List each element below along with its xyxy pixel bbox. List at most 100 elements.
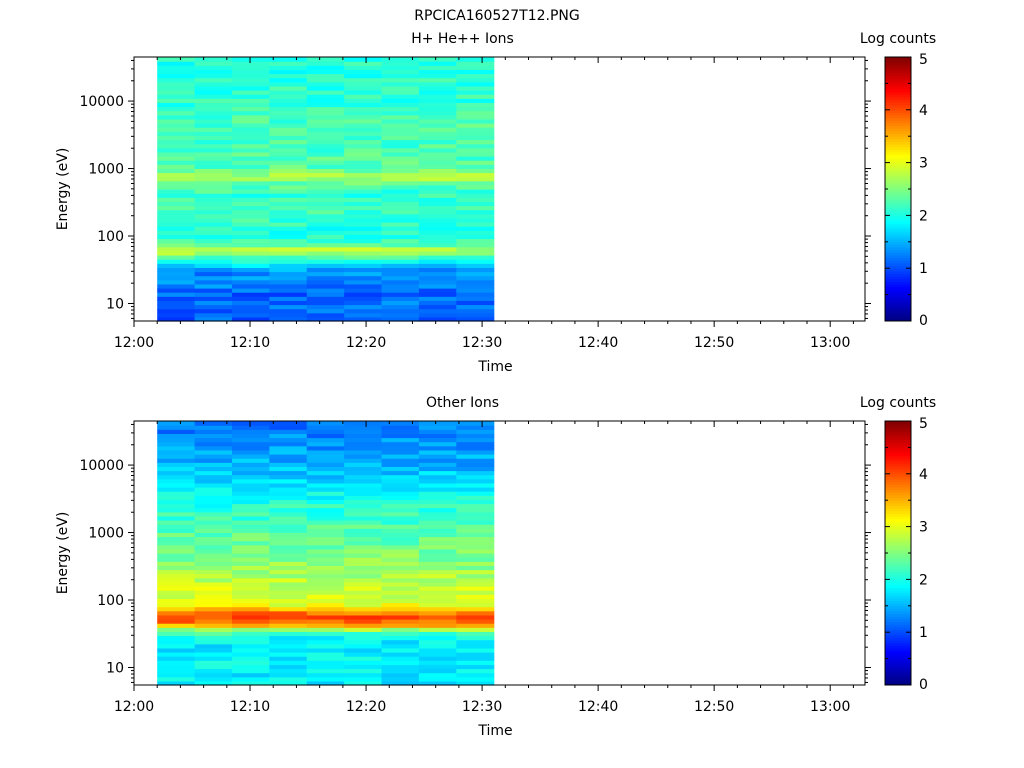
spectrogram-cell: [344, 540, 383, 546]
spectrogram-cell: [194, 623, 233, 628]
spectrogram-cell: [381, 660, 420, 665]
spectrogram-cell: [344, 65, 383, 70]
spectrogram-cell: [418, 573, 457, 579]
spectrogram-cell: [418, 421, 457, 426]
colorbar-segment: [885, 579, 911, 583]
spectrogram-cell: [231, 288, 270, 293]
spectrogram-cell: [231, 267, 270, 273]
spectrogram-cell: [157, 639, 196, 645]
spectrogram-cell: [456, 102, 495, 108]
spectrogram-cell: [418, 81, 457, 87]
spectrogram-cell: [269, 238, 308, 244]
spectrogram-cell: [194, 288, 233, 293]
spectrogram-cell: [306, 635, 345, 641]
spectrogram-cell: [269, 242, 308, 248]
spectrogram-cell: [269, 300, 308, 306]
spectrogram-cell: [381, 184, 420, 190]
spectrogram-cell: [269, 577, 308, 583]
spectrogram-cell: [344, 647, 383, 653]
spectrogram-cell: [306, 540, 345, 546]
spectrogram-cell: [157, 466, 196, 472]
spectrogram-cell: [194, 114, 233, 120]
colorbar-segment: [885, 619, 911, 623]
colorbar-segment: [885, 634, 911, 638]
spectrogram-cell: [456, 540, 495, 546]
spectrogram-cell: [157, 462, 196, 467]
spectrogram-cell: [418, 454, 457, 459]
spectrogram-cell: [269, 271, 308, 277]
spectrogram-cell: [456, 217, 495, 223]
spectrogram-cell: [194, 499, 233, 505]
colorbar-segment: [885, 170, 911, 174]
spectrogram-cell: [231, 441, 270, 447]
spectrogram-cell: [381, 635, 420, 641]
spectrogram-cell: [269, 110, 308, 116]
colorbar-segment: [885, 421, 911, 425]
spectrogram-cell: [231, 524, 270, 529]
spectrogram-cell: [306, 77, 345, 83]
spectrogram-cell: [306, 230, 345, 235]
spectrogram-cell: [194, 507, 233, 513]
spectrogram-cell: [157, 660, 196, 665]
spectrogram-cell: [344, 499, 383, 505]
spectrogram-cell: [231, 482, 270, 488]
spectrogram-cell: [418, 110, 457, 116]
spectrogram-cell: [306, 437, 345, 443]
spectrogram-cell: [269, 474, 308, 480]
spectrogram-cell: [306, 172, 345, 178]
spectrogram-cell: [418, 151, 457, 157]
spectrogram-cell: [231, 164, 270, 169]
colorbar-segment: [885, 479, 911, 483]
spectrogram-cell: [231, 292, 270, 297]
spectrogram-cell: [231, 296, 270, 301]
spectrogram-cell: [456, 283, 495, 289]
spectrogram-cell: [344, 614, 383, 620]
spectrogram-cell: [269, 123, 308, 128]
spectrogram-cell: [418, 288, 457, 293]
spectrogram-cell: [418, 610, 457, 616]
spectrogram-cell: [157, 433, 196, 439]
spectrogram-cell: [456, 668, 495, 674]
spectrogram-cell: [306, 614, 345, 620]
spectrogram-cell: [344, 57, 383, 62]
spectrogram-cell: [269, 660, 308, 665]
spectrogram-cell: [269, 540, 308, 546]
spectrogram-cell: [456, 106, 495, 112]
spectrogram-cell: [306, 528, 345, 533]
spectrogram-cell: [456, 437, 495, 443]
spectrogram-cell: [231, 635, 270, 641]
spectrogram-cell: [418, 548, 457, 554]
spectrogram-cell: [157, 586, 196, 591]
spectrogram-cell: [231, 557, 270, 562]
spectrogram-cell: [157, 664, 196, 670]
spectrogram-cell: [456, 246, 495, 252]
colorbar-segment: [885, 592, 911, 596]
spectrogram-cell: [306, 61, 345, 66]
spectrogram-cell: [231, 118, 270, 124]
spectrogram-cell: [418, 263, 457, 268]
spectrogram-cell: [231, 197, 270, 202]
spectrogram-cell: [231, 213, 270, 219]
spectrogram-cell: [381, 458, 420, 463]
spectrogram-cell: [344, 164, 383, 169]
spectrogram-cell: [418, 647, 457, 653]
spectrogram-cell: [269, 515, 308, 521]
spectrogram-cell: [381, 619, 420, 624]
spectrogram-cell: [157, 598, 196, 604]
spectrogram-cell: [306, 631, 345, 637]
spectrogram-cell: [381, 255, 420, 260]
spectrogram-cell: [194, 57, 233, 62]
spectrogram-cell: [418, 536, 457, 542]
colorbar-segment: [885, 563, 911, 567]
spectrogram-cell: [344, 664, 383, 670]
spectrogram-cell: [381, 292, 420, 297]
colorbar-segment: [885, 120, 911, 124]
spectrogram-cell: [456, 569, 495, 575]
spectrogram-cell: [194, 164, 233, 169]
colorbar-segment: [885, 666, 911, 670]
spectrogram-cell: [344, 548, 383, 554]
spectrogram-cell: [418, 259, 457, 264]
spectrogram-cell: [381, 139, 420, 145]
spectrogram-cell: [231, 656, 270, 661]
spectrogram-cell: [231, 98, 270, 103]
